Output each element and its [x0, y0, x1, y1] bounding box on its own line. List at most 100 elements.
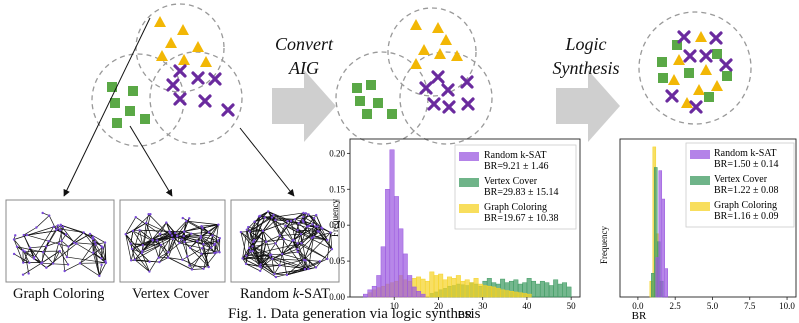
caption-random-suffix: -SAT [299, 286, 330, 302]
graph-node [213, 244, 215, 246]
histogram-bar [385, 189, 389, 297]
graph-node [35, 226, 37, 228]
histogram-bar [447, 277, 451, 297]
graph-node [249, 230, 251, 232]
triangle-marker [673, 54, 685, 65]
square-marker [658, 73, 668, 83]
graph-node [82, 231, 84, 233]
arrow-right-icon [272, 70, 336, 142]
graph-node [92, 251, 94, 253]
legend-swatch [690, 176, 710, 185]
graph-node [259, 263, 261, 265]
graph-node [326, 258, 328, 260]
cross-marker [691, 102, 701, 112]
graph-node [59, 229, 61, 231]
graph-node [247, 226, 249, 228]
graph-node [124, 233, 126, 235]
histogram-bar [509, 291, 513, 297]
graph-node [181, 238, 183, 240]
graph-node [314, 225, 316, 227]
graph-node [202, 243, 204, 245]
legend-swatch [690, 202, 710, 211]
square-marker [355, 96, 365, 106]
arrow-right-icon [556, 70, 620, 142]
graph-node [55, 229, 57, 231]
graph-node [62, 226, 64, 228]
graph-node [302, 221, 304, 223]
y-tick-label: 0.20 [329, 148, 345, 158]
graph-node [183, 241, 185, 243]
graph-node [145, 222, 147, 224]
graph-node [152, 239, 154, 241]
graph-node [57, 224, 59, 226]
histogram-bar [368, 290, 372, 297]
graph-node [241, 257, 243, 259]
graph-node [183, 235, 185, 237]
cross-marker [463, 99, 473, 109]
cross-marker [443, 85, 453, 95]
x-tick-label: 2.5 [670, 301, 682, 311]
cross-marker [685, 51, 695, 61]
triangle-marker [693, 84, 705, 95]
histogram-bar [465, 280, 469, 297]
graph-node [253, 221, 255, 223]
graph-node [215, 251, 217, 253]
graph-node [104, 260, 106, 262]
graph-node [304, 268, 306, 270]
graph-node [182, 217, 184, 219]
graph-node [42, 251, 44, 253]
graph-node [219, 237, 221, 239]
caption-vertex-cover: Vertex Cover [132, 286, 209, 303]
histogram-bar [443, 280, 447, 297]
histogram-bar [412, 287, 416, 297]
graph-node [240, 231, 242, 233]
legend-name: Random k-SAT [484, 150, 547, 161]
graph-node [16, 246, 18, 248]
square-marker [704, 92, 714, 102]
histogram-bar [496, 288, 500, 297]
histogram-bar [527, 294, 531, 297]
graph-node [286, 220, 288, 222]
histogram-bar [665, 269, 668, 297]
graph-node [63, 270, 65, 272]
square-marker [125, 106, 135, 116]
stage2-venn [336, 8, 492, 144]
graph-node [188, 217, 190, 219]
cross-marker [200, 96, 210, 106]
graph-node [251, 245, 253, 247]
graph-node [246, 228, 248, 230]
histogram-bar [421, 294, 425, 297]
cross-marker [667, 91, 677, 101]
graph-node [208, 266, 210, 268]
graph-node [24, 250, 26, 252]
triangle-marker [192, 41, 204, 52]
graph-node [22, 261, 24, 263]
histogram-bar [474, 278, 478, 297]
graph-node [272, 214, 274, 216]
legend-stat: BR=1.22 ± 0.08 [714, 185, 778, 196]
graph-node [48, 214, 50, 216]
histogram-bar [372, 286, 376, 297]
x-tick-label: 50 [567, 301, 577, 311]
histogram-bar [500, 290, 504, 297]
histogram-bar [514, 292, 518, 297]
square-marker [657, 57, 667, 67]
histogram-bar [390, 150, 394, 297]
legend-name: Vertex Cover [714, 174, 768, 185]
square-marker [712, 49, 722, 59]
graph-node [294, 218, 296, 220]
triangle-marker [410, 19, 422, 30]
synth-label-line2: Synthesis [536, 56, 636, 80]
graph-node [249, 250, 251, 252]
graph-node [300, 233, 302, 235]
graph-node [331, 248, 333, 250]
legend-name: Vertex Cover [484, 176, 538, 187]
triangle-marker [668, 74, 680, 85]
graph-node [300, 242, 302, 244]
triangle-marker [200, 56, 212, 67]
graph-node [218, 251, 220, 253]
graph-node [28, 262, 30, 264]
histogram-bar [430, 272, 434, 297]
triangle-marker [695, 31, 707, 42]
graph-node [52, 226, 54, 228]
